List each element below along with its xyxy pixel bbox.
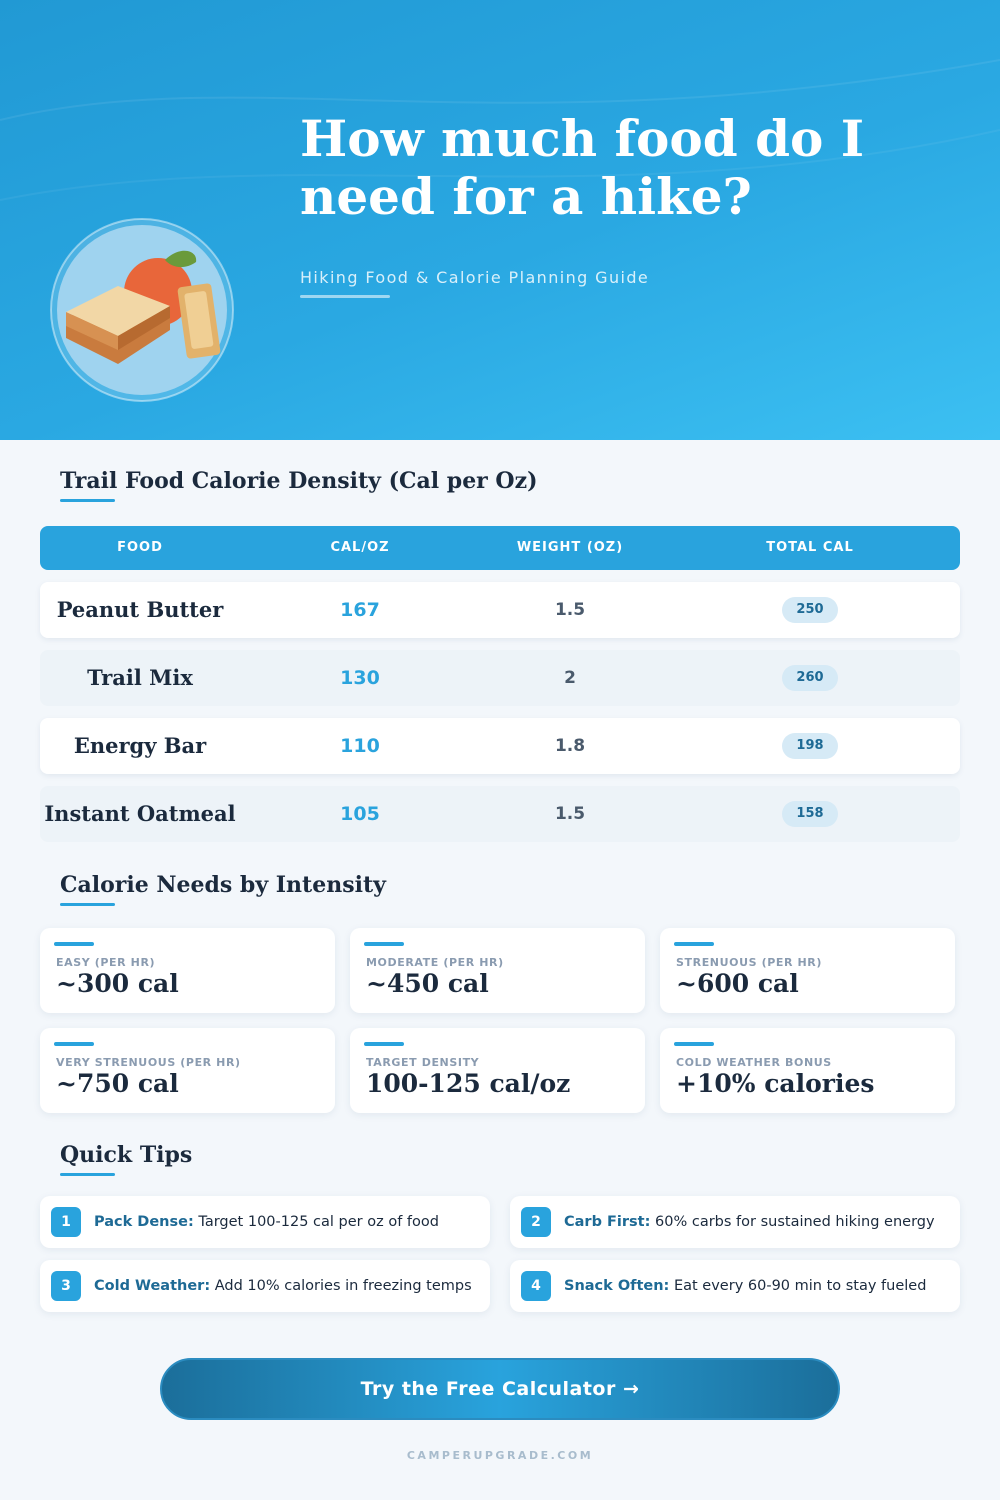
tip-heading: Carb First:: [564, 1214, 651, 1230]
card-value: ~600 cal: [676, 969, 799, 998]
tip-body: Eat every 60-90 min to stay fueled: [673, 1278, 927, 1294]
column-header: CAL/OZ: [330, 540, 390, 555]
card-value: 100-125 cal/oz: [366, 1069, 571, 1098]
tip-text: Pack Dense: Target 100-125 cal per oz of…: [94, 1196, 439, 1248]
table-row: Instant Oatmeal 105 1.5 158: [40, 786, 960, 842]
column-header: FOOD: [117, 540, 163, 555]
card-accent: [364, 1042, 404, 1046]
hero: How much food do I need for a hike? Hiki…: [0, 0, 1000, 440]
card-accent: [674, 1042, 714, 1046]
tip-body: Target 100-125 cal per oz of food: [198, 1214, 439, 1230]
table-row: Trail Mix 130 2 260: [40, 650, 960, 706]
tip-text: Snack Often: Eat every 60-90 min to stay…: [564, 1260, 926, 1312]
column-header: TOTAL CAL: [766, 540, 854, 555]
card-label: EASY (PER HR): [56, 956, 156, 969]
hero-rule: [300, 295, 390, 298]
section-title: Quick Tips: [60, 1142, 193, 1168]
tip-body: 60% carbs for sustained hiking energy: [655, 1214, 935, 1230]
tip-heading: Pack Dense:: [94, 1214, 194, 1230]
stat-card: VERY STRENUOUS (PER HR) ~750 cal: [40, 1028, 335, 1113]
stat-card: STRENUOUS (PER HR) ~600 cal: [660, 928, 955, 1013]
section-rule: [60, 903, 115, 906]
total-cal: 250: [782, 597, 838, 623]
stat-card: TARGET DENSITY 100-125 cal/oz: [350, 1028, 645, 1113]
tip-heading: Snack Often:: [564, 1278, 670, 1294]
section-rule: [60, 1173, 115, 1176]
total-cal: 158: [782, 801, 838, 827]
card-value: ~300 cal: [56, 969, 179, 998]
card-value: ~750 cal: [56, 1069, 179, 1098]
total-cal: 260: [782, 665, 838, 691]
weight: 1.5: [554, 804, 586, 824]
food-name: Instant Oatmeal: [44, 801, 236, 826]
tip: 2 Carb First: 60% carbs for sustained hik…: [510, 1196, 960, 1248]
tip-number: 1: [51, 1207, 81, 1237]
weight: 1.8: [554, 736, 586, 756]
tip-number: 2: [521, 1207, 551, 1237]
total-cal: 198: [782, 733, 838, 759]
column-header: WEIGHT (OZ): [516, 540, 624, 555]
food-name: Trail Mix: [87, 665, 193, 690]
stat-card: MODERATE (PER HR) ~450 cal: [350, 928, 645, 1013]
card-label: TARGET DENSITY: [366, 1056, 480, 1069]
card-label: STRENUOUS (PER HR): [676, 956, 822, 969]
weight: 2: [564, 668, 576, 688]
table-row: Peanut Butter 167 1.5 250: [40, 582, 960, 638]
card-label: COLD WEATHER BONUS: [676, 1056, 832, 1069]
card-label: VERY STRENUOUS (PER HR): [56, 1056, 241, 1069]
cal-per-oz: 110: [340, 735, 380, 757]
food-name: Peanut Butter: [56, 597, 224, 622]
tip-number: 3: [51, 1271, 81, 1301]
cal-per-oz: 167: [340, 599, 380, 621]
tip-number: 4: [521, 1271, 551, 1301]
tip: 3 Cold Weather: Add 10% calories in freez…: [40, 1260, 490, 1312]
card-label: MODERATE (PER HR): [366, 956, 504, 969]
tip-heading: Cold Weather:: [94, 1278, 211, 1294]
footer: CAMPERUPGRADE.COM: [406, 1449, 594, 1462]
section-rule: [60, 499, 115, 502]
hero-subtitle: Hiking Food & Calorie Planning Guide: [300, 268, 650, 287]
cta-button[interactable]: Try the Free Calculator →: [160, 1358, 840, 1420]
tip-body: Add 10% calories in freezing temps: [214, 1278, 472, 1294]
hero-decor: [0, 59, 1000, 402]
card-value: +10% calories: [676, 1069, 875, 1098]
tip-text: Cold Weather: Add 10% calories in freezi…: [94, 1260, 472, 1312]
table-row: Energy Bar 110 1.8 198: [40, 718, 960, 774]
card-accent: [54, 1042, 94, 1046]
tip: 4 Snack Often: Eat every 60-90 min to sta…: [510, 1260, 960, 1312]
section-title: Calorie Needs by Intensity: [60, 872, 386, 898]
weight: 1.5: [554, 600, 586, 620]
table-header: FOOD CAL/OZ WEIGHT (OZ) TOTAL CAL: [40, 526, 960, 570]
hero-title: How much food do I need for a hike?: [300, 109, 865, 226]
tip-text: Carb First: 60% carbs for sustained hiki…: [564, 1196, 935, 1248]
stat-card: EASY (PER HR) ~300 cal: [40, 928, 335, 1013]
card-accent: [364, 942, 404, 946]
cal-per-oz: 105: [340, 803, 380, 825]
card-value: ~450 cal: [366, 969, 489, 998]
food-name: Energy Bar: [73, 733, 207, 758]
section-title: Trail Food Calorie Density (Cal per Oz): [60, 468, 538, 494]
stat-card: COLD WEATHER BONUS +10% calories: [660, 1028, 955, 1113]
card-accent: [674, 942, 714, 946]
cal-per-oz: 130: [340, 667, 380, 689]
tip: 1 Pack Dense: Target 100-125 cal per oz o…: [40, 1196, 490, 1248]
card-accent: [54, 942, 94, 946]
